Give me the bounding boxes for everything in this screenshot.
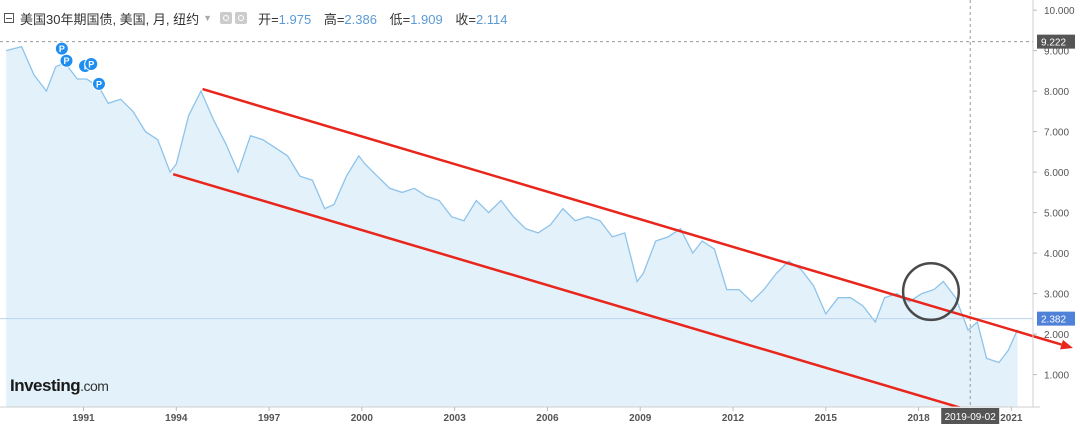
event-flag[interactable] [59, 53, 74, 68]
channel-upper-thin [202, 88, 517, 184]
price-badge [1037, 311, 1075, 326]
eye-icon[interactable] [220, 12, 233, 24]
low-value: 1.909 [410, 11, 443, 27]
open-label: 开= [258, 11, 279, 27]
close-value: 2.114 [475, 11, 508, 27]
channel-upper-arrowhead [1060, 339, 1073, 350]
price-badge-label: 2.382 [1041, 315, 1066, 326]
y-tick-label: 5.000 [1044, 209, 1069, 220]
channel-group [172, 87, 1033, 424]
y-tick-label: 6.000 [1044, 168, 1069, 179]
event-flag[interactable] [91, 76, 106, 91]
crosshair-x-badge [941, 408, 1000, 424]
x-tick-label: 1997 [258, 413, 281, 424]
event-flag-label: P [59, 44, 65, 54]
x-tick-label: 2009 [629, 413, 652, 424]
high-label: 高= [323, 11, 345, 27]
event-flag-label: P [88, 59, 94, 69]
investing-logo: Investing.com [10, 376, 109, 396]
crosshair-y-badge [1037, 34, 1075, 49]
chart-header: 美国30年期国债, 美国, 月, 纽约 ▼ 开=1.975 高=2.386 低=… [4, 9, 517, 27]
y-tick-label: 4.000 [1044, 249, 1069, 260]
crosshair-x-label: 2019-09-02 [945, 412, 997, 423]
settings-icon[interactable] [235, 12, 248, 24]
x-tick-label: 2000 [351, 413, 374, 424]
series-area [6, 46, 1018, 407]
logo-suffix: .com [80, 378, 109, 394]
symbol-title[interactable]: 美国30年期国债, 美国, 月, 纽约 [20, 11, 200, 27]
open-value: 1.975 [278, 11, 312, 27]
y-tick-label: 1.000 [1044, 371, 1069, 382]
channel-upper-ext [1032, 334, 1062, 346]
y-tick-label: 7.000 [1044, 128, 1069, 139]
logo-text: Investing [10, 376, 81, 395]
ohlc-readout: 开=1.975 高=2.386 低=1.909 收=2.114 [258, 9, 516, 28]
x-tick-label: 2021 [1000, 413, 1023, 424]
collapse-icon[interactable] [4, 13, 14, 23]
event-flag-label: P [96, 79, 102, 89]
y-tick-label: 10.000 [1044, 6, 1075, 17]
highlight-circle[interactable] [901, 261, 961, 322]
close-label: 收= [455, 11, 476, 27]
x-tick-label: 2003 [444, 413, 467, 424]
x-tick-label: 2012 [722, 413, 745, 424]
x-tick-label: 1991 [72, 413, 95, 424]
event-flag[interactable] [84, 56, 99, 71]
crosshair-y-label: 9.222 [1041, 38, 1066, 49]
x-tick-label: 2018 [907, 413, 930, 424]
y-tick-label: 3.000 [1044, 290, 1069, 301]
y-tick-label: 9.000 [1044, 47, 1069, 58]
high-value: 2.386 [344, 11, 377, 27]
x-tick-label: 2006 [536, 413, 559, 424]
chevron-down-icon[interactable]: ▼ [203, 13, 213, 23]
x-tick-label: 1994 [165, 413, 188, 424]
event-flag[interactable] [54, 41, 69, 56]
event-flag-label: P [63, 56, 69, 66]
low-label: 低= [389, 11, 411, 27]
channel-lower-line[interactable] [172, 172, 1033, 424]
y-tick-label: 2.000 [1044, 330, 1069, 341]
x-tick-label: 2015 [815, 413, 838, 424]
series-line [6, 45, 1019, 364]
y-tick-label: 8.000 [1044, 87, 1069, 98]
